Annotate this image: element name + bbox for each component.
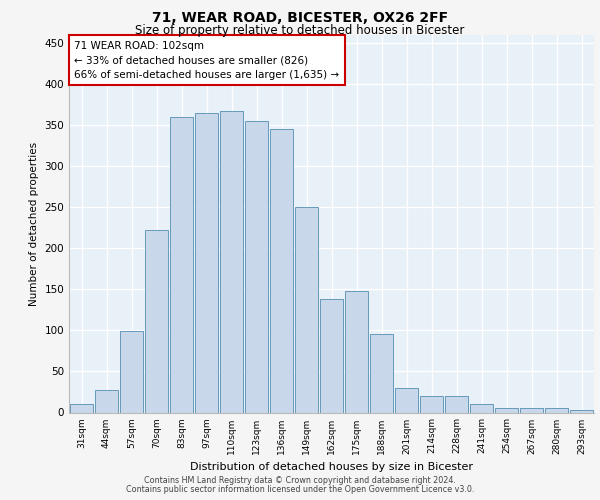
Bar: [70, 404, 94, 412]
Bar: [95, 390, 118, 412]
Bar: [569, 410, 593, 412]
Bar: [395, 388, 418, 412]
Bar: [295, 208, 319, 412]
Y-axis label: Number of detached properties: Number of detached properties: [29, 142, 39, 306]
Text: 71 WEAR ROAD: 102sqm
← 33% of detached houses are smaller (826)
66% of semi-deta: 71 WEAR ROAD: 102sqm ← 33% of detached h…: [74, 40, 340, 80]
Text: 71, WEAR ROAD, BICESTER, OX26 2FF: 71, WEAR ROAD, BICESTER, OX26 2FF: [152, 11, 448, 25]
Bar: [370, 334, 394, 412]
Bar: [494, 408, 518, 412]
Text: Contains HM Land Registry data © Crown copyright and database right 2024.: Contains HM Land Registry data © Crown c…: [144, 476, 456, 485]
Bar: [269, 130, 293, 412]
Bar: [119, 332, 143, 412]
Bar: [419, 396, 443, 412]
Bar: [194, 113, 218, 412]
Text: Size of property relative to detached houses in Bicester: Size of property relative to detached ho…: [136, 24, 464, 37]
Text: Contains public sector information licensed under the Open Government Licence v3: Contains public sector information licen…: [126, 484, 474, 494]
Bar: [320, 299, 343, 412]
Bar: [445, 396, 469, 412]
Bar: [545, 408, 568, 412]
Bar: [245, 121, 268, 412]
Bar: [520, 408, 544, 412]
Bar: [220, 110, 244, 412]
Bar: [170, 117, 193, 412]
X-axis label: Distribution of detached houses by size in Bicester: Distribution of detached houses by size …: [190, 462, 473, 472]
Bar: [470, 404, 493, 412]
Bar: [344, 291, 368, 412]
Bar: [145, 230, 169, 412]
